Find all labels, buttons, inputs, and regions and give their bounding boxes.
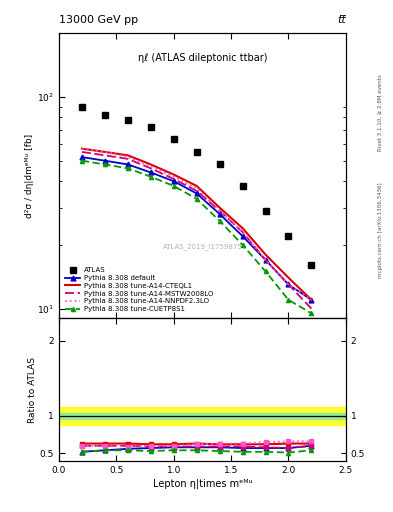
ATLAS <box>217 161 222 167</box>
Pythia 8.308 tune-A14-CTEQL1 <box>171 172 176 178</box>
Pythia 8.308 tune-A14-NNPDF2.3LO <box>263 257 268 263</box>
Pythia 8.308 tune-A14-MSTW2008LO <box>240 229 245 235</box>
Pythia 8.308 default <box>217 211 222 217</box>
ATLAS <box>263 208 268 214</box>
Pythia 8.308 tune-CUETP8S1 <box>240 242 245 248</box>
Text: mcplots.cern.ch [arXiv:1306.3436]: mcplots.cern.ch [arXiv:1306.3436] <box>378 183 383 278</box>
Bar <box>59 407 346 425</box>
Pythia 8.308 tune-A14-MSTW2008LO <box>286 282 291 288</box>
Pythia 8.308 tune-A14-MSTW2008LO <box>194 188 199 194</box>
Line: Pythia 8.308 tune-A14-NNPDF2.3LO: Pythia 8.308 tune-A14-NNPDF2.3LO <box>82 148 311 300</box>
Pythia 8.308 tune-CUETP8S1 <box>125 165 130 172</box>
Line: ATLAS: ATLAS <box>79 103 314 268</box>
Pythia 8.308 default <box>194 190 199 197</box>
Pythia 8.308 tune-A14-MSTW2008LO <box>79 149 84 155</box>
Pythia 8.308 tune-A14-CTEQL1 <box>240 225 245 231</box>
Pythia 8.308 tune-A14-NNPDF2.3LO <box>103 149 107 155</box>
Y-axis label: d²σ / dη|dmᵉᴹᵘ [fb]: d²σ / dη|dmᵉᴹᵘ [fb] <box>25 134 34 218</box>
ATLAS <box>125 117 130 123</box>
Y-axis label: Ratio to ATLAS: Ratio to ATLAS <box>28 356 37 422</box>
Pythia 8.308 tune-A14-MSTW2008LO <box>103 152 107 158</box>
Pythia 8.308 tune-CUETP8S1 <box>194 196 199 202</box>
Pythia 8.308 default <box>171 178 176 184</box>
ATLAS <box>79 103 84 110</box>
Pythia 8.308 default <box>309 297 314 303</box>
Pythia 8.308 tune-A14-CTEQL1 <box>286 274 291 281</box>
Pythia 8.308 tune-A14-MSTW2008LO <box>125 156 130 162</box>
ATLAS <box>194 149 199 155</box>
Pythia 8.308 tune-A14-MSTW2008LO <box>217 208 222 214</box>
Pythia 8.308 tune-A14-CTEQL1 <box>194 183 199 189</box>
Pythia 8.308 tune-A14-CTEQL1 <box>79 145 84 152</box>
Pythia 8.308 tune-A14-NNPDF2.3LO <box>217 208 222 214</box>
ATLAS <box>149 124 153 130</box>
Pythia 8.308 tune-A14-MSTW2008LO <box>171 176 176 182</box>
Text: ηℓ (ATLAS dileptonic ttbar): ηℓ (ATLAS dileptonic ttbar) <box>138 53 267 63</box>
Pythia 8.308 tune-CUETP8S1 <box>286 297 291 303</box>
Pythia 8.308 tune-A14-NNPDF2.3LO <box>286 282 291 288</box>
Pythia 8.308 tune-A14-NNPDF2.3LO <box>309 297 314 303</box>
Pythia 8.308 default <box>240 233 245 239</box>
Pythia 8.308 tune-CUETP8S1 <box>263 268 268 274</box>
Pythia 8.308 tune-A14-CTEQL1 <box>149 161 153 167</box>
Line: Pythia 8.308 tune-A14-MSTW2008LO: Pythia 8.308 tune-A14-MSTW2008LO <box>82 152 311 309</box>
Pythia 8.308 tune-A14-CTEQL1 <box>263 251 268 258</box>
Text: tt̅: tt̅ <box>337 14 346 25</box>
Pythia 8.308 default <box>79 154 84 160</box>
Pythia 8.308 tune-A14-NNPDF2.3LO <box>149 163 153 169</box>
Text: 13000 GeV pp: 13000 GeV pp <box>59 14 138 25</box>
Pythia 8.308 tune-CUETP8S1 <box>309 310 314 316</box>
Pythia 8.308 default <box>103 158 107 164</box>
ATLAS <box>240 183 245 189</box>
Pythia 8.308 tune-CUETP8S1 <box>171 183 176 189</box>
Pythia 8.308 tune-CUETP8S1 <box>149 174 153 180</box>
Pythia 8.308 default <box>286 282 291 288</box>
Pythia 8.308 tune-CUETP8S1 <box>79 158 84 164</box>
Pythia 8.308 tune-A14-NNPDF2.3LO <box>171 174 176 180</box>
Pythia 8.308 tune-A14-CTEQL1 <box>217 205 222 211</box>
ATLAS <box>309 262 314 268</box>
Pythia 8.308 default <box>263 257 268 263</box>
Bar <box>59 413 346 419</box>
Pythia 8.308 tune-A14-NNPDF2.3LO <box>194 185 199 191</box>
Pythia 8.308 default <box>125 161 130 167</box>
Pythia 8.308 tune-A14-NNPDF2.3LO <box>240 229 245 235</box>
Pythia 8.308 tune-A14-CTEQL1 <box>125 152 130 158</box>
Pythia 8.308 tune-A14-CTEQL1 <box>309 297 314 303</box>
Pythia 8.308 default <box>149 169 153 176</box>
Pythia 8.308 tune-CUETP8S1 <box>103 161 107 167</box>
Pythia 8.308 tune-A14-CTEQL1 <box>103 149 107 155</box>
Pythia 8.308 tune-A14-MSTW2008LO <box>149 165 153 172</box>
Line: Pythia 8.308 tune-CUETP8S1: Pythia 8.308 tune-CUETP8S1 <box>80 159 314 315</box>
Pythia 8.308 tune-CUETP8S1 <box>217 218 222 224</box>
ATLAS <box>103 112 107 118</box>
Legend: ATLAS, Pythia 8.308 default, Pythia 8.308 tune-A14-CTEQL1, Pythia 8.308 tune-A14: ATLAS, Pythia 8.308 default, Pythia 8.30… <box>62 265 216 315</box>
X-axis label: Lepton η|times mᵉᴹᵘ: Lepton η|times mᵉᴹᵘ <box>152 479 252 489</box>
Text: ATLAS_2019_I1759875: ATLAS_2019_I1759875 <box>163 244 242 250</box>
Pythia 8.308 tune-A14-NNPDF2.3LO <box>79 145 84 152</box>
Pythia 8.308 tune-A14-MSTW2008LO <box>309 306 314 312</box>
Pythia 8.308 tune-A14-MSTW2008LO <box>263 257 268 263</box>
Text: Rivet 3.1.10, ≥ 2.8M events: Rivet 3.1.10, ≥ 2.8M events <box>378 74 383 151</box>
ATLAS <box>171 136 176 142</box>
Line: Pythia 8.308 tune-A14-CTEQL1: Pythia 8.308 tune-A14-CTEQL1 <box>82 148 311 300</box>
ATLAS <box>286 233 291 239</box>
Line: Pythia 8.308 default: Pythia 8.308 default <box>79 155 314 302</box>
Pythia 8.308 tune-A14-NNPDF2.3LO <box>125 154 130 160</box>
